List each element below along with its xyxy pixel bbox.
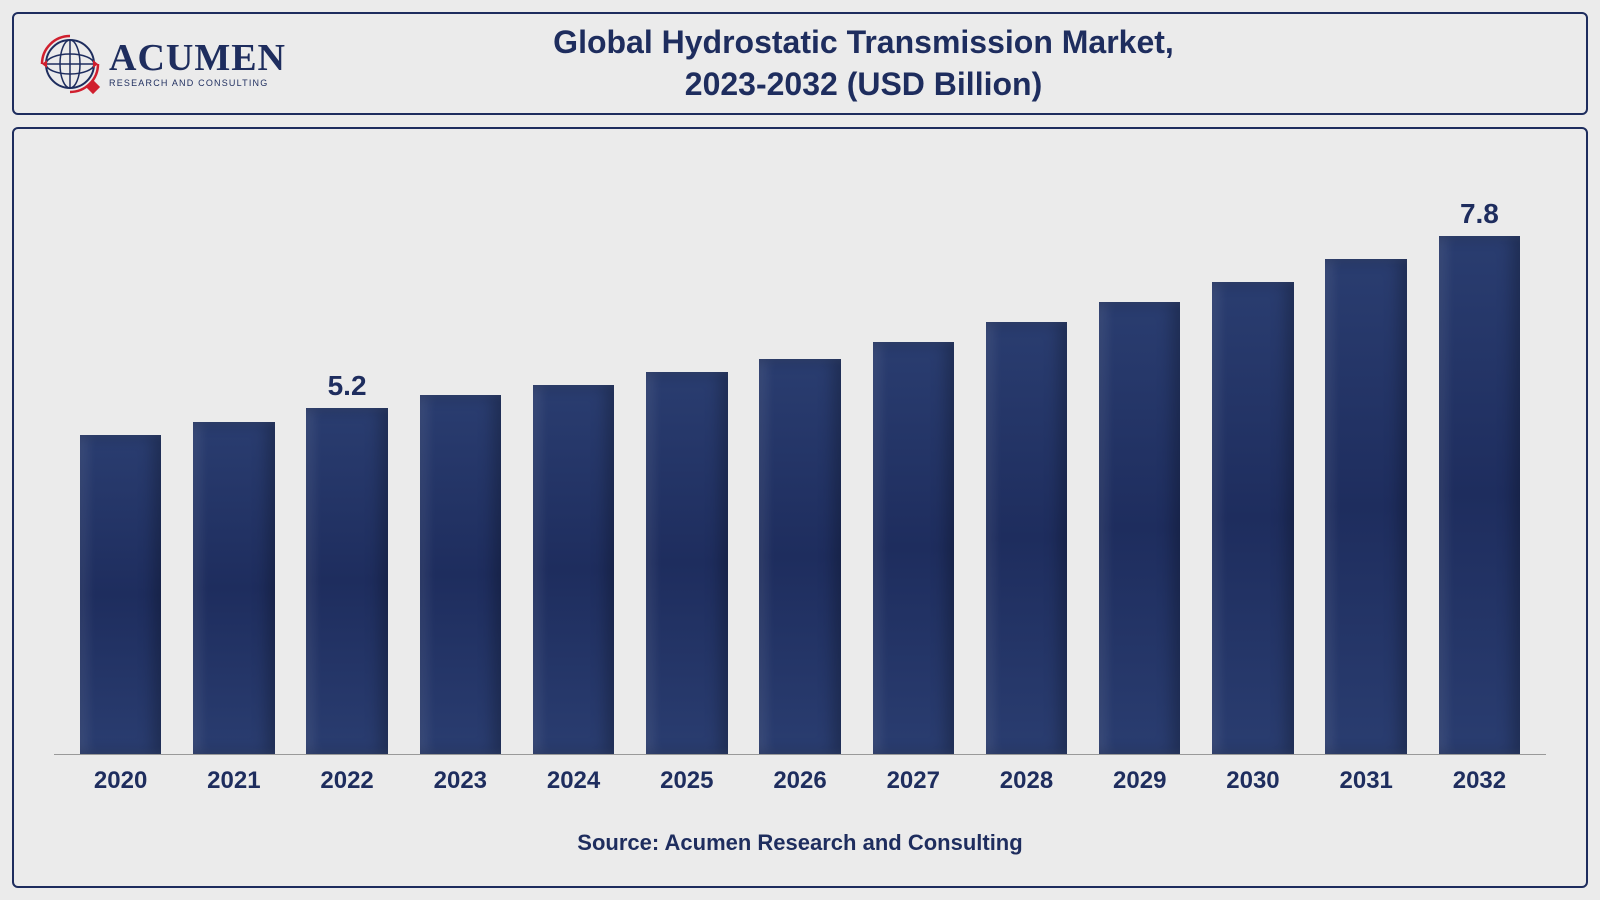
- bar-wrap: [630, 189, 743, 754]
- globe-icon: [39, 33, 101, 95]
- bar: [986, 322, 1068, 754]
- bar-value-label: 7.8: [1460, 198, 1499, 230]
- chart-container: ACUMEN RESEARCH AND CONSULTING Global Hy…: [0, 0, 1600, 900]
- x-axis-label: 2022: [290, 767, 403, 795]
- bar: [873, 342, 955, 754]
- x-axis-label: 2025: [630, 767, 743, 795]
- bar: [1099, 302, 1181, 754]
- bar: [759, 359, 841, 754]
- bar: [533, 385, 615, 754]
- bar-wrap: 5.2: [290, 189, 403, 754]
- bar: 7.8: [1439, 236, 1521, 754]
- bar: [1325, 259, 1407, 754]
- bar-wrap: [1196, 189, 1309, 754]
- x-axis-label: 2032: [1423, 767, 1536, 795]
- x-axis-label: 2027: [857, 767, 970, 795]
- x-axis-label: 2028: [970, 767, 1083, 795]
- x-axis-label: 2029: [1083, 767, 1196, 795]
- bar-wrap: [857, 189, 970, 754]
- x-axis-label: 2021: [177, 767, 290, 795]
- x-axis-label: 2020: [64, 767, 177, 795]
- x-axis-label: 2024: [517, 767, 630, 795]
- bar: [193, 422, 275, 754]
- chart-box: 5.27.8 202020212022202320242025202620272…: [12, 127, 1588, 888]
- bar: [420, 395, 502, 754]
- title-line2: 2023-2032 (USD Billion): [685, 66, 1042, 102]
- chart-title: Global Hydrostatic Transmission Market, …: [286, 22, 1441, 105]
- logo-name: ACUMEN: [109, 39, 286, 77]
- bar-wrap: [970, 189, 1083, 754]
- logo-tagline: RESEARCH AND CONSULTING: [109, 79, 286, 88]
- bar-wrap: [1083, 189, 1196, 754]
- header-panel: ACUMEN RESEARCH AND CONSULTING Global Hy…: [12, 12, 1588, 115]
- bar: [80, 435, 162, 754]
- bar-wrap: [64, 189, 177, 754]
- bar-wrap: [404, 189, 517, 754]
- logo: ACUMEN RESEARCH AND CONSULTING: [39, 33, 286, 95]
- title-wrap: Global Hydrostatic Transmission Market, …: [286, 22, 1561, 105]
- bar-wrap: [517, 189, 630, 754]
- x-axis: 2020202120222023202420252026202720282029…: [54, 755, 1546, 795]
- source-text: Source: Acumen Research and Consulting: [54, 830, 1546, 856]
- x-axis-label: 2031: [1310, 767, 1423, 795]
- x-axis-label: 2026: [743, 767, 856, 795]
- bar-wrap: [743, 189, 856, 754]
- bar-wrap: [177, 189, 290, 754]
- bar: 5.2: [306, 408, 388, 754]
- x-axis-label: 2023: [404, 767, 517, 795]
- bar-wrap: [1310, 189, 1423, 754]
- bar: [1212, 282, 1294, 754]
- logo-text: ACUMEN RESEARCH AND CONSULTING: [109, 39, 286, 88]
- bar-value-label: 5.2: [328, 370, 367, 402]
- bar-wrap: 7.8: [1423, 189, 1536, 754]
- bar: [646, 372, 728, 754]
- title-line1: Global Hydrostatic Transmission Market,: [553, 24, 1174, 60]
- plot-area: 5.2 7.8: [54, 189, 1546, 755]
- x-axis-label: 2030: [1196, 767, 1309, 795]
